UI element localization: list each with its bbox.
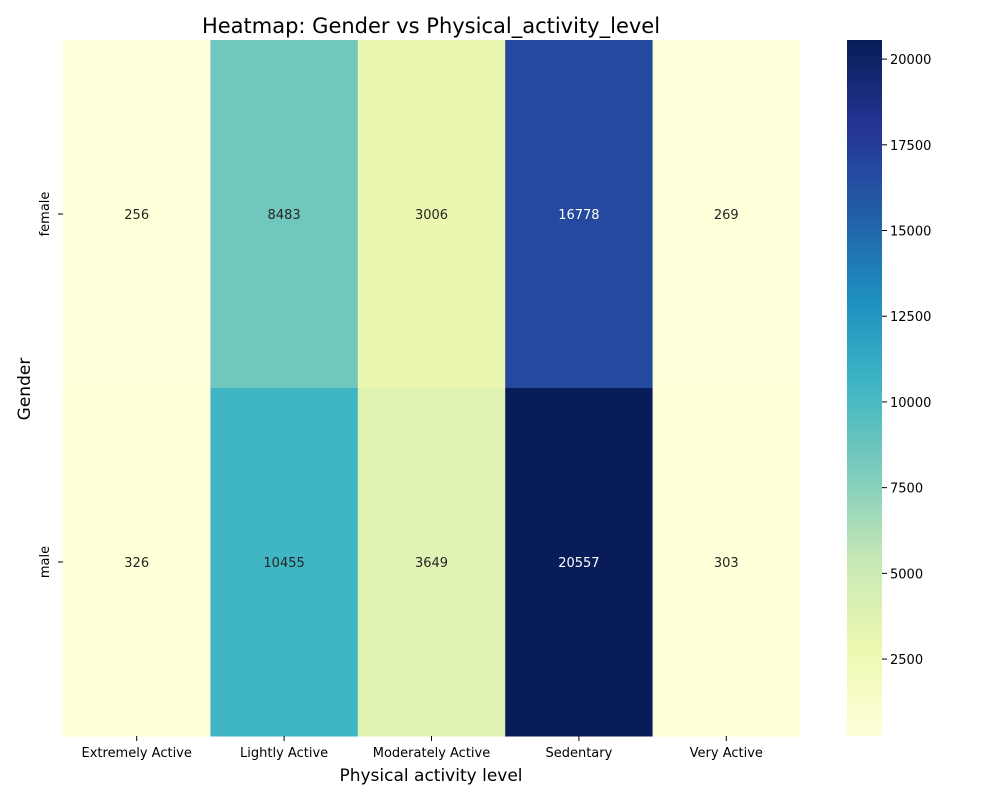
y-tick-label: male (38, 546, 53, 578)
cell-value-label: 8483 (268, 208, 301, 223)
x-tick-label: Lightly Active (240, 746, 328, 761)
colorbar-tick-label: 5000 (890, 567, 923, 582)
colorbar-tick-label: 15000 (890, 225, 931, 240)
cell-value-label: 326 (124, 556, 149, 571)
y-tick-label: female (38, 192, 53, 237)
heatmap-cell (505, 388, 654, 737)
heatmap-cell (505, 40, 654, 389)
heatmap-cell (63, 40, 211, 389)
colorbar: 2500 5000 7500 10000 12500 15000 17500 20000 (847, 40, 931, 736)
y-axis-label: Gender (15, 358, 35, 421)
heatmap-cell (210, 40, 359, 389)
heatmap-cell (652, 388, 801, 737)
colorbar-tick-label: 2500 (890, 653, 923, 668)
x-tick-label: Moderately Active (373, 746, 490, 761)
cell-value-label: 3006 (415, 208, 448, 223)
colorbar-tick-label: 20000 (890, 53, 931, 68)
x-tick-label: Extremely Active (82, 746, 192, 761)
heatmap-cell (210, 388, 359, 737)
x-axis-ticks: Extremely Active Lightly Active Moderately… (82, 736, 763, 761)
cell-value-label: 3649 (415, 556, 448, 571)
chart-title: Heatmap: Gender vs Physical_activity_lev… (202, 14, 660, 39)
cell-value-label: 303 (714, 556, 739, 571)
heatmap-cell (357, 388, 506, 737)
colorbar-tick-label: 12500 (890, 310, 931, 325)
colorbar-tick-label: 17500 (890, 139, 931, 154)
heatmap-cell (63, 388, 211, 737)
cell-value-label: 16778 (558, 208, 599, 223)
x-tick-label: Sedentary (545, 746, 612, 761)
colorbar-tick-label: 7500 (890, 482, 923, 497)
cell-value-label: 10455 (263, 556, 304, 571)
colorbar-gradient (847, 40, 882, 736)
x-tick-label: Very Active (690, 746, 763, 761)
y-axis-ticks: female male (38, 192, 63, 578)
heatmap-cells: 256 8483 3006 16778 269 326 10455 3649 20557 303 (63, 40, 801, 737)
cell-value-label: 269 (714, 208, 739, 223)
colorbar-tick-label: 10000 (890, 396, 931, 411)
heatmap-cell (357, 40, 506, 389)
cell-value-label: 20557 (558, 556, 599, 571)
cell-value-label: 256 (124, 208, 149, 223)
x-axis-label: Physical activity level (339, 766, 522, 786)
heatmap-cell (652, 40, 801, 389)
